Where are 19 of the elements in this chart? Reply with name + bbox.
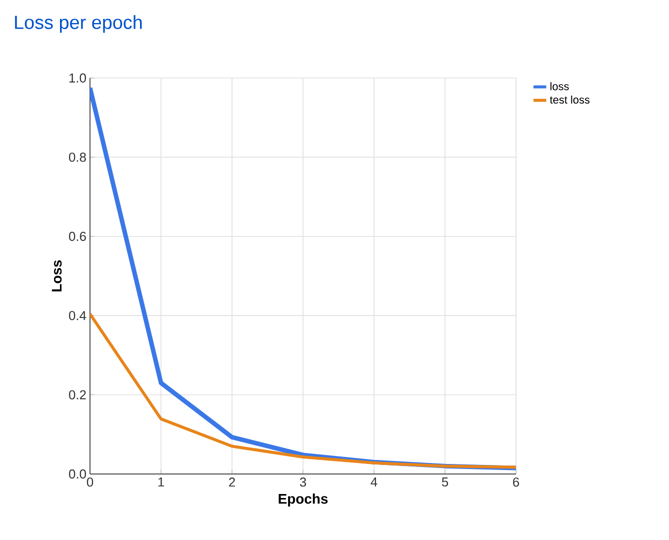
y-axis-title: Loss (52, 260, 62, 292)
legend-label: test loss (550, 96, 590, 104)
y-tick-label: 0.4 (68, 310, 86, 320)
y-tick-label: 0.8 (68, 152, 86, 162)
y-tick-label: 0.0 (68, 469, 86, 479)
chart-title: Loss per epoch (15, 15, 142, 33)
line-series (90, 312, 516, 469)
x-tick-label: 4 (370, 478, 378, 486)
y-tick-label: 0.6 (68, 232, 86, 241)
x-tick-label: 1 (158, 478, 164, 486)
legend-label: loss (550, 82, 569, 90)
x-tick-label: 0 (86, 478, 94, 487)
y-tick-label: 0.2 (68, 390, 86, 400)
x-tick-label: 5 (442, 478, 448, 487)
x-tick-label: 2 (229, 478, 235, 487)
x-axis-title: Epochs (278, 494, 328, 507)
x-tick-label: 6 (513, 478, 520, 487)
x-tick-label: 3 (300, 478, 306, 487)
y-tick-label: 1.0 (69, 73, 86, 83)
